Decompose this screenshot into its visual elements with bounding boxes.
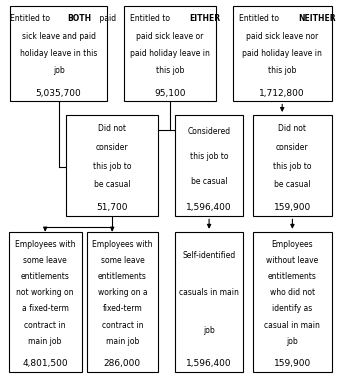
Text: this job: this job [156,66,184,75]
Text: fixed-term: fixed-term [103,304,142,313]
Text: entitlements: entitlements [21,272,69,281]
Bar [124,6,216,101]
Text: BOTH: BOTH [67,15,91,23]
Text: some leave: some leave [23,256,67,265]
Text: main job: main job [28,337,62,346]
Text: 4,801,500: 4,801,500 [22,358,68,368]
Text: Did not: Did not [278,124,306,133]
Text: 159,900: 159,900 [274,358,311,368]
Text: consider: consider [276,143,309,152]
Text: job: job [203,326,215,335]
Bar [253,115,332,216]
Text: casual in main: casual in main [265,321,320,330]
Bar [175,115,243,216]
Text: paid sick leave or: paid sick leave or [136,32,204,41]
Text: 286,000: 286,000 [104,358,141,368]
Text: 5,035,700: 5,035,700 [36,88,82,98]
Text: Entitled to: Entitled to [239,15,281,23]
Text: be casual: be casual [94,180,131,189]
Text: entitlements: entitlements [98,272,147,281]
Text: contract in: contract in [24,321,66,330]
Text: holiday leave in this: holiday leave in this [20,49,97,58]
Bar [10,6,107,101]
Text: without leave: without leave [266,256,319,265]
Text: 1,596,400: 1,596,400 [186,358,232,368]
Text: identify as: identify as [272,304,312,313]
Text: 51,700: 51,700 [97,203,128,213]
Text: Entitled to: Entitled to [130,15,172,23]
Text: this job to: this job to [273,162,312,171]
Text: 1,596,400: 1,596,400 [186,203,232,213]
Text: 1,712,800: 1,712,800 [259,88,305,98]
Text: NEITHER: NEITHER [298,15,336,23]
Text: Entitled to: Entitled to [10,15,53,23]
Text: job: job [287,337,298,346]
Text: this job to: this job to [190,152,228,161]
Bar [87,232,158,372]
Text: EITHER: EITHER [189,15,220,23]
Text: be casual: be casual [274,180,311,189]
Text: be casual: be casual [191,177,227,186]
Text: paid sick leave nor: paid sick leave nor [246,32,318,41]
Text: who did not: who did not [270,288,315,297]
Text: not working on: not working on [16,288,74,297]
Text: paid holiday leave in: paid holiday leave in [130,49,210,58]
Bar [233,6,332,101]
Text: working on a: working on a [98,288,147,297]
Text: 159,900: 159,900 [274,203,311,213]
Text: entitlements: entitlements [268,272,317,281]
Text: this job: this job [268,66,296,75]
Text: paid holiday leave in: paid holiday leave in [242,49,322,58]
Bar [253,232,332,372]
Text: consider: consider [96,143,129,152]
Text: Employees: Employees [272,240,313,249]
Bar [66,115,158,216]
Text: Employees with: Employees with [92,240,153,249]
Text: a fixed-term: a fixed-term [22,304,68,313]
Text: paid: paid [97,15,116,23]
Text: casuals in main: casuals in main [179,288,239,297]
Text: this job to: this job to [93,162,132,171]
Text: some leave: some leave [101,256,144,265]
Text: job: job [53,66,65,75]
Text: Considered: Considered [188,128,231,136]
Text: Self-identified: Self-identified [183,250,236,260]
Text: contract in: contract in [102,321,143,330]
Text: 95,100: 95,100 [154,88,186,98]
Text: Did not: Did not [98,124,126,133]
Bar [8,232,82,372]
Bar [175,232,243,372]
Text: sick leave and paid: sick leave and paid [22,32,96,41]
Text: main job: main job [106,337,139,346]
Text: Employees with: Employees with [15,240,75,249]
